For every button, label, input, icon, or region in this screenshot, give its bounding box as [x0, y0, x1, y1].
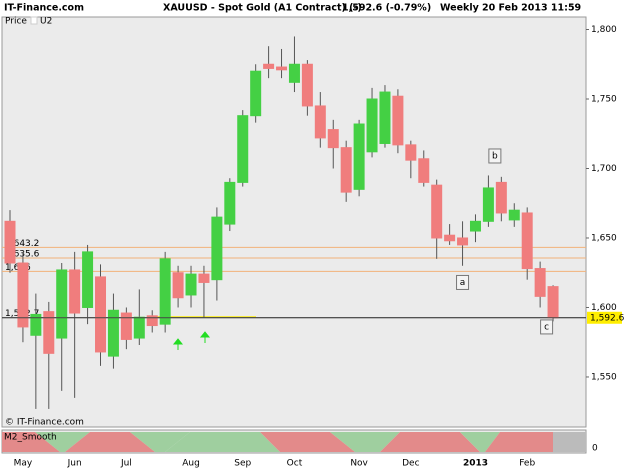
x-tick-label: Nov	[350, 459, 368, 469]
brand: IT-Finance.com	[4, 3, 84, 14]
ind-red	[260, 432, 355, 452]
y-tick-label: 1,750	[591, 95, 617, 105]
x-tick-label: 2013	[463, 459, 488, 469]
ind-red	[380, 432, 480, 452]
up-arrow	[172, 338, 184, 350]
candle-body	[237, 115, 249, 183]
ind-empty	[553, 432, 586, 452]
candle-body	[4, 220, 16, 264]
timestamp: 20 Feb 2013 11:59	[482, 3, 581, 14]
candle-body	[301, 63, 313, 107]
ind-green	[35, 432, 90, 452]
x-tick-label: Sep	[234, 459, 251, 469]
y-tick-label: 1,600	[591, 303, 617, 313]
y-tick-label: 1,800	[591, 25, 617, 35]
candle-body	[340, 147, 352, 193]
candle-body	[457, 237, 469, 246]
candle-body	[353, 123, 365, 190]
candle-body	[30, 313, 42, 336]
candle-body	[482, 187, 494, 222]
legend-swatch	[30, 16, 38, 25]
last: 1,592.6 (-0.79%)	[342, 3, 431, 14]
annotation-box	[488, 148, 502, 164]
annotation-text: a	[460, 278, 466, 288]
candle-body	[366, 98, 378, 153]
ind-green	[130, 432, 190, 452]
last-price-label: 1,592.6	[590, 313, 625, 323]
candle-body	[250, 70, 262, 117]
indicator-bands	[2, 432, 586, 452]
copyright: © IT-Finance.com	[5, 418, 84, 428]
candle-body	[185, 273, 197, 296]
candle-body	[379, 91, 391, 144]
ind-green	[330, 432, 400, 452]
candle-body	[327, 129, 339, 149]
x-tick-label: Aug	[182, 459, 200, 469]
level-label: 1,643.2	[5, 239, 39, 249]
candle-body	[159, 258, 171, 325]
candle-body	[288, 63, 300, 83]
candle-body	[431, 184, 443, 239]
legend-price: Price	[5, 17, 27, 27]
candle-body	[314, 105, 326, 139]
candle-body	[17, 262, 29, 328]
candle-body	[172, 272, 184, 299]
ind-red	[2, 432, 60, 452]
candle-body	[508, 209, 520, 221]
candle-body	[547, 286, 559, 319]
ind-red	[485, 432, 553, 452]
candle-body	[469, 220, 481, 232]
up-arrow	[199, 331, 211, 343]
candle-body	[444, 234, 456, 242]
title: XAUUSD - Spot Gold (A1 Contract) (-)	[163, 3, 362, 14]
x-tick-label: Jul	[120, 459, 132, 469]
legend-u2: U2	[40, 17, 52, 27]
candle-body	[146, 315, 158, 327]
x-tick-label: Oct	[287, 459, 303, 469]
candle-body	[95, 276, 107, 353]
annotation-text: b	[492, 151, 498, 161]
indicator-name: M2_Smooth	[4, 433, 57, 443]
x-tick-label: May	[14, 459, 33, 469]
candle-body	[211, 216, 223, 281]
y-tick-label: 1,550	[591, 372, 617, 382]
annotation-box	[540, 319, 554, 335]
candle-body	[43, 311, 55, 354]
ind-red	[65, 432, 155, 452]
y-tick-label: 1,700	[591, 164, 617, 174]
level-label: 1,635.6	[5, 249, 40, 259]
candle-body	[405, 144, 417, 161]
annotation-text: c	[544, 322, 549, 332]
x-tick-label: Jun	[67, 459, 82, 469]
x-tick-label: Feb	[519, 459, 535, 469]
x-tick-label: Dec	[402, 459, 419, 469]
y-tick-label: 1,650	[591, 233, 617, 243]
annotation-box	[456, 274, 470, 290]
period: Weekly	[440, 3, 480, 14]
last-price-box	[587, 311, 622, 324]
candle-body	[82, 251, 94, 308]
candle-body	[133, 316, 145, 339]
candle-body	[224, 181, 236, 225]
ind-green	[460, 432, 500, 452]
candle-body	[107, 309, 119, 357]
candle-body	[263, 63, 275, 69]
candle-body	[392, 95, 404, 146]
candle-body	[276, 66, 288, 71]
candle-body	[198, 273, 210, 283]
candle-body	[69, 269, 81, 314]
ind-green	[165, 432, 280, 452]
candle-body	[534, 268, 546, 297]
indicator-zero: 0	[592, 444, 598, 454]
candle-body	[495, 181, 507, 214]
candle-body	[521, 212, 533, 270]
candle-body	[418, 158, 430, 183]
candle-body	[56, 269, 68, 339]
candle-body	[120, 312, 132, 340]
